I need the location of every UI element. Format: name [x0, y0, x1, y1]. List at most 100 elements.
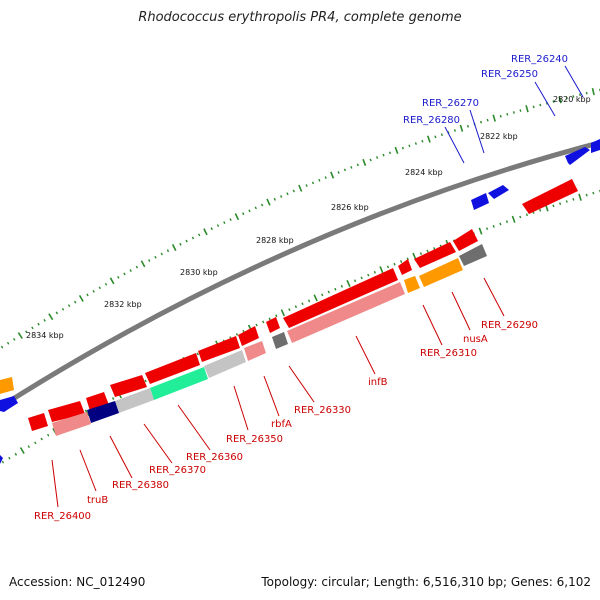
ruler-tick: [266, 198, 271, 206]
ruler-tick: [117, 275, 120, 279]
ruler-tick: [419, 252, 423, 256]
ruler-tick: [171, 244, 177, 251]
ruler-tick: [440, 133, 443, 137]
ruler-tick: [386, 265, 390, 269]
gene-nusA-red[interactable]: [414, 242, 456, 268]
ruler-tick: [43, 319, 46, 322]
ruler-tick: [558, 96, 562, 104]
ruler-tick: [179, 242, 182, 246]
ruler-tick: [301, 302, 304, 306]
map-title: Rhodococcus erythropolis PR4, complete g…: [138, 10, 462, 25]
ruler-label: 2824 kbp: [405, 168, 443, 177]
gene-truB-red[interactable]: [48, 401, 85, 422]
ruler-tick: [46, 433, 50, 437]
feature-track-inner: [52, 244, 487, 436]
ruler-tick: [492, 114, 496, 122]
ruler-tick: [369, 158, 372, 162]
leader-RER_26270: [469, 109, 485, 154]
gene-RER_26280[interactable]: [471, 193, 489, 210]
ruler-tick: [400, 260, 403, 263]
ruler-tick: [525, 105, 529, 113]
ruler-tick: [34, 441, 37, 445]
feature-RER_26330-gray[interactable]: [272, 332, 288, 349]
ruler-label: 2820 kbp: [553, 95, 591, 104]
ruler-tick: [86, 293, 89, 297]
ruler-tick: [565, 200, 568, 203]
ruler-tick: [572, 197, 575, 201]
ruler-tick: [480, 120, 483, 124]
leader-RER_26330: [288, 365, 315, 403]
ruler-tick: [466, 124, 469, 128]
ruler-label: 2822 kbp: [480, 132, 518, 141]
ruler-tick: [453, 129, 456, 132]
ruler-tick: [459, 124, 464, 132]
ruler-tick: [13, 338, 16, 341]
gene-RER_26290-red[interactable]: [453, 229, 478, 251]
gene-RER_26360-red[interactable]: [145, 353, 200, 384]
feature-RER_26370-lightgray[interactable]: [115, 388, 154, 413]
label-leader-lines: [51, 65, 584, 508]
ruler-tick: [280, 195, 283, 198]
gene-label-truB: truB: [87, 495, 108, 506]
leader-RER_26360: [177, 404, 211, 451]
feature-RER_26310-orange[interactable]: [404, 276, 420, 293]
ruler-tick: [275, 314, 278, 318]
ruler-tick: [578, 193, 582, 201]
ruler-tick: [78, 295, 84, 302]
feature-truB-light[interactable]: [52, 412, 91, 436]
ruler-tick: [203, 228, 208, 236]
ruler-tick: [572, 95, 575, 98]
ruler-tick: [144, 379, 147, 383]
ruler-tick: [379, 266, 384, 274]
feature-nusA-orange[interactable]: [419, 258, 463, 287]
leader-RER_26310: [422, 304, 443, 346]
accession-label: Accession: NC_012490: [9, 575, 146, 589]
ruler-tick: [559, 202, 562, 206]
ruler-label: 2834 kbp: [26, 331, 64, 340]
ruler-tick: [532, 105, 535, 109]
ruler-tick: [486, 227, 489, 231]
gene-label-RER_26250: RER_26250: [481, 69, 538, 80]
gene-RER_26330-red[interactable]: [266, 317, 280, 333]
gene-left-forward-2[interactable]: [0, 455, 3, 464]
ruler-tick: [324, 176, 327, 179]
ruler-tick: [307, 299, 311, 303]
gene-RER_26240[interactable]: [591, 139, 600, 153]
ruler-tick: [235, 333, 239, 336]
gene-RER_26250[interactable]: [565, 147, 590, 165]
gene-infB-red[interactable]: [283, 268, 398, 328]
ruler-tick: [499, 222, 502, 226]
gene-upper-reverse[interactable]: [522, 179, 578, 214]
ruler-tick: [592, 191, 595, 195]
ruler-tick: [31, 326, 34, 330]
gene-label-RER_26270: RER_26270: [422, 98, 479, 109]
ruler-tick: [525, 213, 528, 217]
gene-RER_26270[interactable]: [488, 185, 509, 199]
feature-RER_26380-navy[interactable]: [87, 401, 119, 423]
gene-left-forward-1[interactable]: [0, 396, 18, 412]
gene-RER_26350-red[interactable]: [198, 336, 240, 362]
leader-RER_26370: [143, 423, 173, 464]
feature-infB-light[interactable]: [287, 282, 405, 343]
leader-RER_26400: [51, 459, 59, 508]
ruler-tick: [360, 276, 363, 280]
ruler-tick: [505, 220, 509, 224]
ruler-tick: [135, 265, 139, 269]
feature-RER_26350-lightgray[interactable]: [204, 350, 246, 378]
ruler-tick: [340, 284, 344, 288]
gene-left-orange[interactable]: [0, 377, 14, 394]
gene-rbfA-red[interactable]: [238, 326, 259, 346]
feature-RER_26290-gray[interactable]: [459, 244, 487, 266]
ruler-tick: [154, 255, 157, 259]
gene-RER_26310-red[interactable]: [398, 259, 412, 275]
ruler-tick: [73, 300, 77, 304]
gene-label-RER_26400: RER_26400: [34, 511, 91, 522]
ruler-tick: [242, 212, 245, 216]
gene-RER_26400-red[interactable]: [28, 413, 48, 431]
ruler-tick: [14, 452, 18, 456]
ruler-tick: [367, 273, 370, 277]
feature-RER_26360-green[interactable]: [150, 367, 208, 400]
feature-rbfA-light[interactable]: [244, 341, 266, 361]
gene-RER_26370-red[interactable]: [110, 375, 147, 397]
